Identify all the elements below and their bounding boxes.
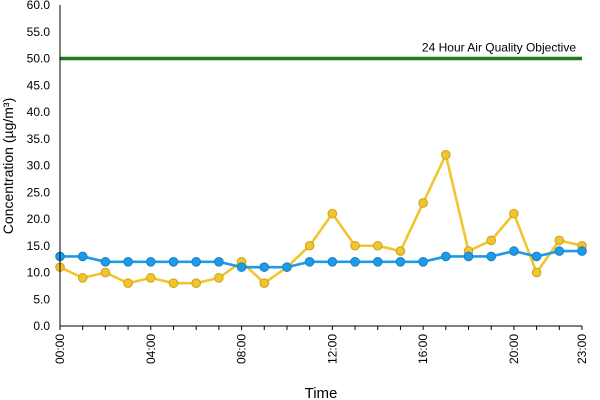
data-point (77, 273, 88, 283)
y-tick-label: 25.0 (27, 185, 51, 199)
y-tick-label: 0.0 (33, 319, 50, 333)
data-point (327, 257, 338, 267)
data-point (372, 240, 383, 251)
series-group (55, 150, 587, 289)
x-tick-labels: 00:00 04:00 08:00 12:00 16:00 20:00 23:00 (53, 334, 589, 364)
x-tick-label: 23:00 (575, 334, 589, 364)
data-point (77, 251, 88, 262)
data-point (486, 251, 497, 262)
data-point (282, 262, 292, 272)
data-point (327, 208, 338, 219)
y-tick-label: 50.0 (27, 52, 51, 66)
data-point (123, 257, 133, 267)
data-point (486, 235, 497, 246)
y-tick-label: 10.0 (27, 266, 51, 280)
data-point (191, 278, 201, 289)
x-tick-label: 08:00 (235, 334, 249, 364)
y-tick-label: 15.0 (27, 239, 51, 253)
data-point (509, 246, 519, 256)
data-point (577, 246, 587, 256)
y-tick-label: 60.0 (27, 0, 51, 12)
series-line (60, 249, 582, 269)
data-point (259, 262, 270, 272)
data-point (304, 257, 315, 267)
x-tick-label: 12:00 (325, 334, 339, 364)
data-point (350, 240, 360, 251)
reference-line-group: 24 Hour Air Quality Objective (60, 41, 582, 61)
data-point (554, 246, 565, 256)
y-tick-labels: 0.0 5.0 10.0 15.0 20.0 25.0 30.0 35.0 40.0 45.0 50… (27, 0, 51, 333)
data-point (145, 273, 156, 283)
series-2 (55, 246, 587, 272)
data-point (441, 251, 451, 262)
data-point (168, 278, 179, 289)
y-axis-label: Concentration (µg/m³) (0, 98, 16, 234)
y-tick-label: 20.0 (27, 212, 51, 226)
data-point (145, 257, 156, 267)
y-tick-label: 40.0 (27, 105, 51, 119)
y-tick-label: 35.0 (27, 132, 51, 146)
data-point (463, 251, 474, 262)
data-point (259, 278, 270, 289)
x-tick-label: 16:00 (416, 334, 430, 364)
y-tick-label: 45.0 (27, 78, 51, 92)
series-1 (55, 150, 587, 289)
data-point (214, 273, 224, 283)
y-tick-label: 5.0 (33, 292, 50, 306)
data-point (214, 257, 224, 267)
x-tick-label: 20:00 (507, 334, 521, 364)
data-point (191, 257, 201, 267)
data-point (236, 262, 247, 272)
reference-line-label: 24 Hour Air Quality Objective (422, 41, 576, 55)
data-point (418, 198, 428, 208)
data-point (100, 257, 111, 267)
data-point (418, 257, 428, 267)
data-point (304, 240, 315, 251)
data-point (554, 235, 565, 246)
y-tick-label: 55.0 (27, 25, 51, 39)
data-point (395, 246, 406, 256)
data-point (168, 257, 179, 267)
x-tick-label: 04:00 (144, 334, 158, 364)
data-point (509, 208, 519, 219)
y-tick-label: 30.0 (27, 159, 51, 173)
x-axis-label: Time (305, 385, 338, 400)
data-point (100, 267, 111, 278)
data-point (372, 257, 383, 267)
x-tick-marks (59, 326, 583, 330)
data-point (531, 267, 542, 278)
data-point (441, 150, 451, 160)
data-point (531, 251, 542, 262)
series-line (59, 153, 583, 285)
data-point (123, 278, 133, 289)
x-tick-label: 00:00 (53, 334, 67, 364)
data-point (395, 257, 406, 267)
data-point (350, 257, 360, 267)
